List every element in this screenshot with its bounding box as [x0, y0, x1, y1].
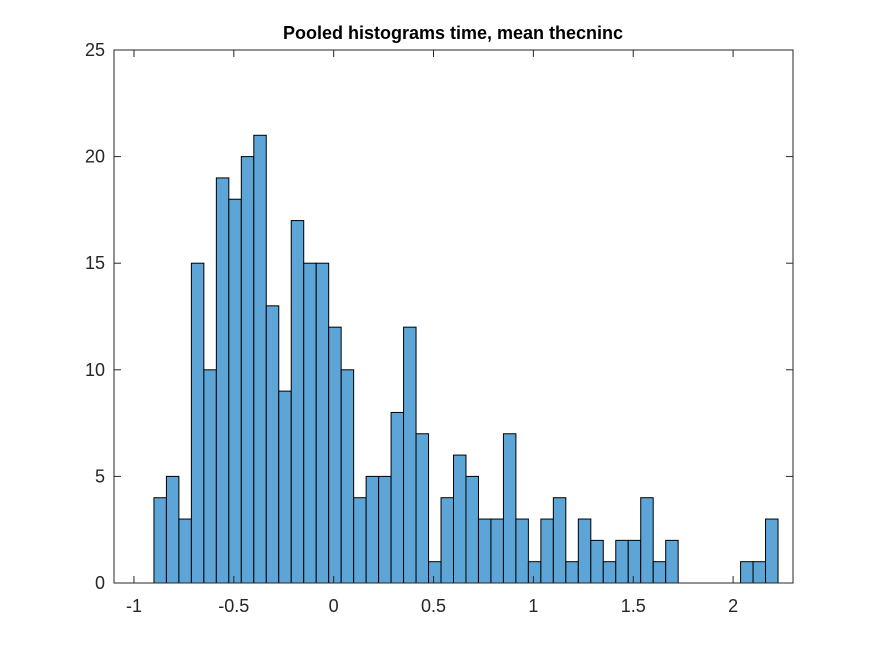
y-tick-label: 5 [95, 466, 105, 486]
histogram-bar [253, 134, 267, 584]
x-tick-label: 0 [329, 596, 339, 616]
chart-title: Pooled histograms time, mean thecninc [283, 23, 623, 43]
histogram-bar [290, 220, 305, 584]
histogram-bar [303, 262, 317, 584]
histogram-bar [640, 497, 654, 584]
x-tick-label: -1 [126, 596, 142, 616]
histogram-bar [278, 390, 292, 584]
histogram-bar [403, 326, 417, 584]
histogram-bar [215, 177, 230, 584]
histogram-bar [540, 518, 554, 584]
histogram-bar [340, 369, 355, 584]
histogram-bar [590, 539, 604, 584]
y-tick-label: 0 [95, 573, 105, 593]
histogram-bar [178, 518, 192, 584]
histogram-bar [515, 518, 529, 584]
y-tick-label: 15 [85, 253, 105, 273]
histogram-bar [615, 539, 629, 584]
histogram-bar [652, 561, 667, 584]
histogram-bar [365, 475, 380, 584]
histogram-bar [315, 262, 330, 584]
x-tick-label: 1 [528, 596, 538, 616]
histogram-bar [552, 497, 567, 584]
histogram-bar [240, 156, 255, 584]
histogram-bar [565, 561, 579, 584]
plot-area-border [113, 49, 794, 584]
histogram-bar [190, 262, 205, 584]
histogram-bar [353, 497, 367, 584]
histogram-bar [752, 561, 767, 584]
histogram-bar [765, 518, 779, 584]
histogram-bar [153, 497, 167, 584]
histogram-bar [740, 561, 754, 584]
histogram-bar [665, 539, 679, 584]
histogram-bar [165, 475, 180, 584]
y-tick-label: 10 [85, 360, 105, 380]
histogram-bar [577, 518, 592, 584]
histogram-bar [328, 326, 342, 584]
histogram-bar [440, 497, 454, 584]
histogram-bar [378, 475, 392, 584]
histogram-bar [265, 305, 280, 584]
histogram-bars [153, 134, 779, 584]
histogram-bar [527, 561, 542, 584]
histogram-bar [453, 454, 467, 584]
y-axis-ticks: 0 5 10 15 20 25 [85, 40, 793, 593]
x-tick-label: -0.5 [218, 596, 249, 616]
histogram-bar [228, 198, 242, 584]
histogram-bar [477, 518, 492, 584]
histogram-bar [627, 539, 642, 584]
x-tick-label: 1.5 [621, 596, 646, 616]
histogram-bar [203, 369, 217, 584]
histogram-bar [502, 433, 517, 584]
histogram-bar [428, 561, 442, 584]
histogram-bar [390, 411, 405, 584]
histogram-bar [465, 475, 479, 584]
x-tick-label: 0.5 [421, 596, 446, 616]
x-tick-label: 2 [728, 596, 738, 616]
histogram-bar [602, 561, 617, 584]
y-tick-label: 20 [85, 147, 105, 167]
histogram-bar [490, 518, 504, 584]
histogram-bar [415, 433, 430, 584]
x-axis-ticks: -1 -0.5 0 0.5 1 1.5 2 [126, 50, 738, 616]
y-tick-label: 25 [85, 40, 105, 60]
